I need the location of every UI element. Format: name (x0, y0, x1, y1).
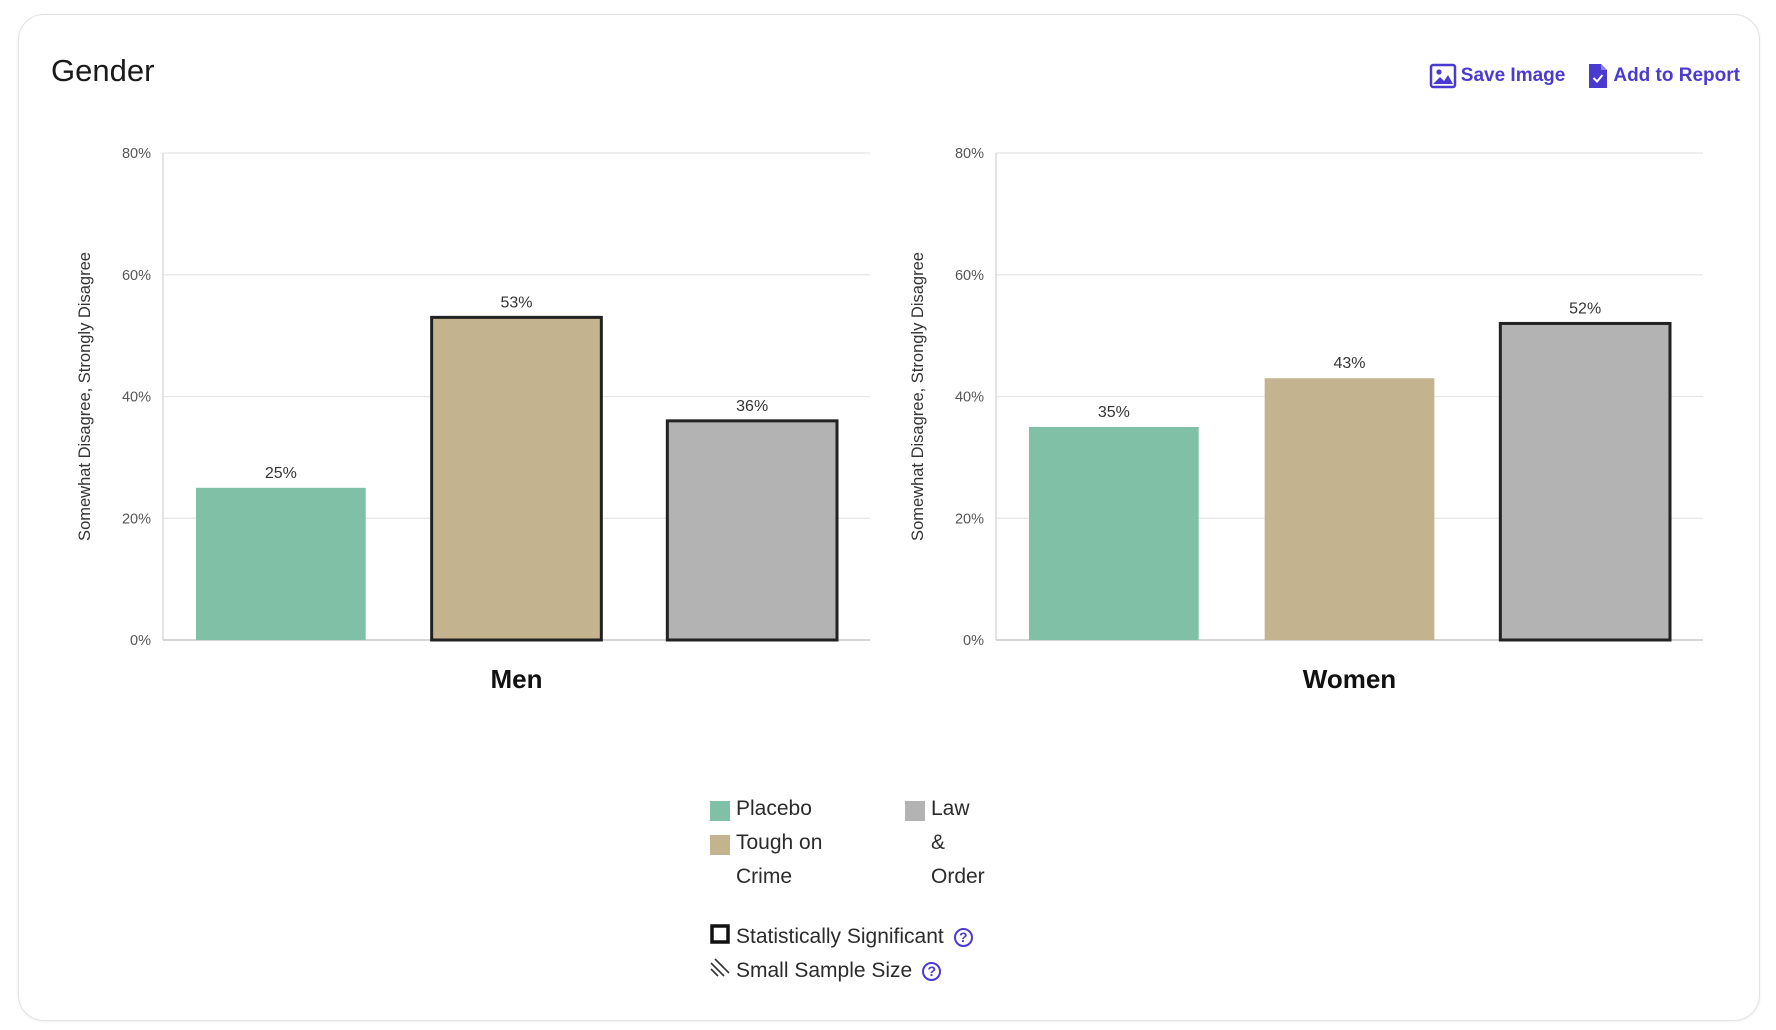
hatch-pattern-icon (710, 958, 730, 984)
legend-label-tough-on-crime: Tough on Crime (736, 831, 823, 888)
bar-law-order[interactable] (665, 419, 839, 642)
y-tick-label: 20% (955, 511, 984, 527)
legend-item-law-and-order: Law & Order (905, 797, 985, 894)
legend-swatch-law-and-order (905, 801, 925, 821)
bar-value-label: 52% (1569, 300, 1601, 317)
legend-swatch-tough-on-crime (710, 835, 730, 855)
card-title: Gender (51, 53, 155, 88)
bar-value-label: 25% (265, 465, 297, 482)
legend-item-placebo: Placebo (710, 797, 812, 826)
help-icon[interactable]: ? (922, 961, 942, 981)
statistically-significant-label: Statistically Significant (736, 925, 944, 948)
chart-title: Women (1303, 664, 1396, 694)
chart-title: Men (491, 664, 543, 694)
save-image-label: Save Image (1460, 65, 1566, 86)
bar-placebo[interactable] (195, 487, 366, 640)
y-tick-label: 40% (122, 390, 151, 406)
y-tick-label: 80% (955, 146, 984, 162)
y-tick-label: 60% (122, 268, 151, 284)
chart-men: 0% 20% 40% 60% 80% Somewhat Disagree, Strongl… (76, 146, 870, 694)
image-icon (1429, 63, 1457, 89)
bar-value-label: 36% (736, 398, 768, 415)
legend-label-placebo: Placebo (736, 797, 812, 820)
y-axis-label: Somewhat Disagree, Strongly Disagree (909, 252, 927, 541)
y-tick-label: 20% (122, 511, 151, 527)
legend-statistically-significant: Statistically Significant ? (710, 924, 973, 950)
y-tick-label: 60% (955, 268, 984, 284)
save-image-button[interactable]: Save Image (1429, 63, 1566, 89)
bar-value-label: 53% (500, 294, 532, 311)
y-axis-label: Somewhat Disagree, Strongly Disagree (76, 252, 94, 541)
bar-law-order[interactable] (1498, 321, 1672, 642)
bar-tough-on-crime[interactable] (1264, 378, 1435, 640)
y-tick-label: 0% (130, 633, 151, 649)
help-icon[interactable]: ? (953, 927, 973, 947)
chart-women: 0% 20% 40% 60% 80% Somewhat Disagree, Strongl… (909, 146, 1703, 694)
y-tick-label: 80% (122, 146, 151, 162)
add-to-report-button[interactable]: Add to Report (1587, 62, 1740, 90)
document-check-icon (1587, 62, 1609, 90)
legend-swatch-placebo (710, 801, 730, 821)
bar-tough-on-crime[interactable] (430, 315, 603, 642)
legend-small-sample-size: Small Sample Size ? (710, 958, 942, 984)
bar-placebo[interactable] (1028, 426, 1199, 640)
small-sample-size-label: Small Sample Size (736, 959, 913, 982)
y-tick-label: 0% (963, 633, 984, 649)
y-tick-label: 40% (955, 390, 984, 406)
legend-item-tough-on-crime: Tough on Crime (710, 831, 850, 894)
legend-label-law-and-order: Law & Order (931, 797, 985, 888)
significance-square-icon (710, 924, 730, 950)
card-actions: Save Image Add to Report (1429, 62, 1740, 90)
add-to-report-label: Add to Report (1613, 65, 1740, 86)
bar-value-label: 43% (1333, 355, 1365, 372)
bar-value-label: 35% (1098, 404, 1130, 421)
